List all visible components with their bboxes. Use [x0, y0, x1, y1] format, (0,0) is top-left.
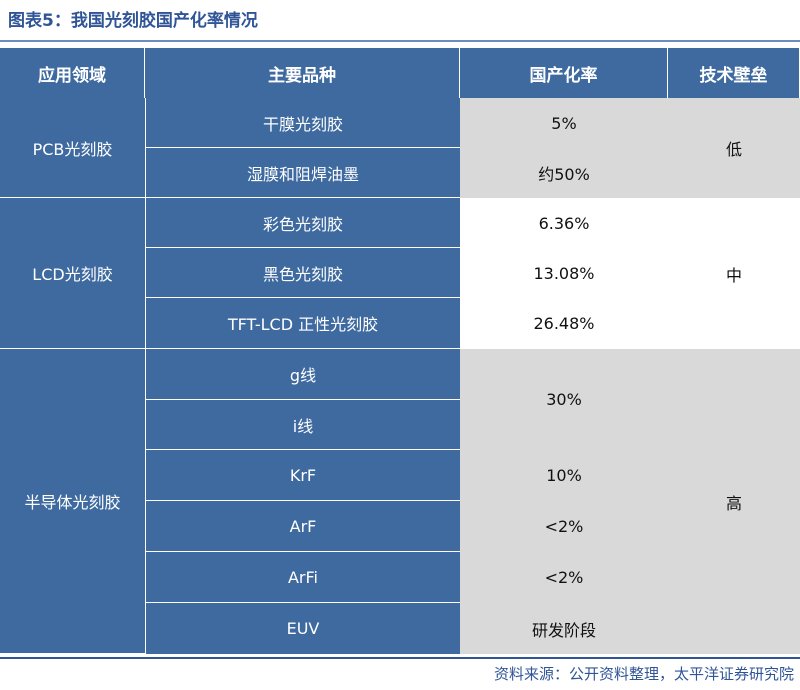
- source-note: 资料来源：公开资料整理，太平洋证券研究院: [493, 665, 794, 683]
- header-product: 主要品种: [145, 48, 460, 98]
- rate-cell: 10%: [460, 450, 668, 501]
- figure-title: 图表5：我国光刻胶国产化率情况: [8, 11, 258, 31]
- product-cell: KrF: [145, 450, 460, 501]
- rate-cell: 30%: [460, 349, 668, 450]
- rate-cell: 13.08%: [460, 248, 668, 298]
- barrier-medium: 中: [668, 198, 800, 349]
- product-cell: ArFi: [145, 552, 460, 603]
- product-cell: EUV: [145, 603, 460, 654]
- header-application: 应用领域: [0, 48, 145, 98]
- barrier-high: 高: [668, 349, 800, 654]
- header-barrier: 技术壁垒: [668, 48, 800, 98]
- rate-cell: <2%: [460, 501, 668, 552]
- rate-cell: 约50%: [460, 148, 668, 198]
- bottom-divider: [0, 657, 800, 659]
- product-cell: 彩色光刻胶: [145, 198, 460, 248]
- product-cell: i线: [145, 400, 460, 450]
- product-cell: 黑色光刻胶: [145, 248, 460, 298]
- product-cell: 干膜光刻胶: [145, 98, 460, 148]
- rate-cell: 26.48%: [460, 298, 668, 349]
- application-semiconductor: 半导体光刻胶: [0, 349, 145, 654]
- application-pcb: PCB光刻胶: [0, 98, 145, 198]
- rate-cell: 研发阶段: [460, 603, 668, 654]
- title-divider: [0, 40, 800, 42]
- rate-cell: <2%: [460, 552, 668, 603]
- product-cell: 湿膜和阻焊油墨: [145, 148, 460, 198]
- header-localization-rate: 国产化率: [460, 48, 668, 98]
- rate-cell: 6.36%: [460, 198, 668, 248]
- barrier-low: 低: [668, 98, 800, 198]
- product-cell: ArF: [145, 501, 460, 552]
- application-lcd: LCD光刻胶: [0, 198, 145, 349]
- product-cell: g线: [145, 349, 460, 400]
- product-cell: TFT-LCD 正性光刻胶: [145, 298, 460, 349]
- rate-cell: 5%: [460, 98, 668, 148]
